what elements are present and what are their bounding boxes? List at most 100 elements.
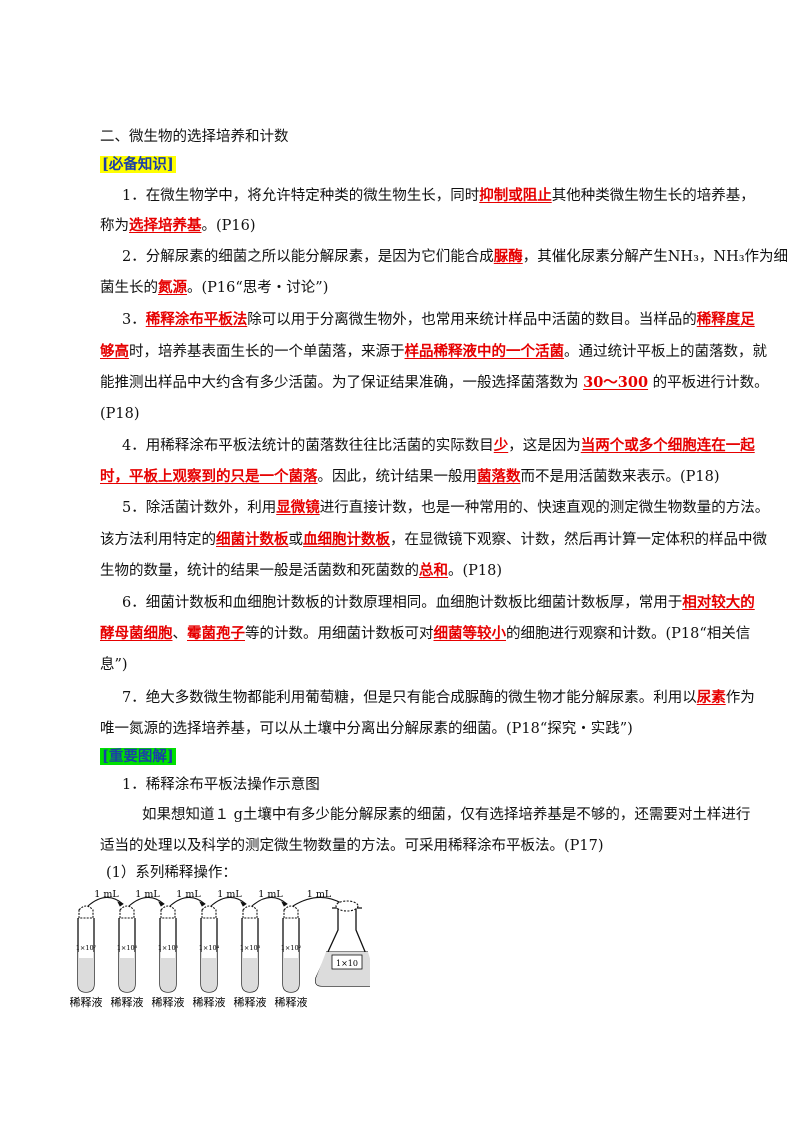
keyword: 30～300 (583, 374, 649, 391)
intro-text: 如果想知道１ g土壤中有多少能分解尿素的细菌，仅有选择培养基是不够的，还需要对土… (142, 807, 751, 823)
serial-dilution-subtitle: (1）系列稀释操作： (106, 863, 237, 883)
arrow-head (240, 901, 247, 907)
item-6-text: 、 (172, 626, 188, 642)
cotton-plug (78, 905, 94, 919)
tube-dilution-label: 1×10² (281, 944, 302, 952)
item-5-text: 。(P18) (448, 563, 503, 579)
arrow-head (281, 901, 288, 907)
transfer-arrow: 1 mL (251, 889, 288, 907)
transfer-volume-label: 1 mL (307, 889, 332, 900)
tube-dilution-label: 1×10³ (240, 944, 261, 952)
item-3-text: 能推测出样品中大约含有多少活菌。为了保证结果准确，一般选择菌落数为 (100, 375, 579, 391)
item-2-line-2: 菌生长的氮源。(P16“思考・讨论”) (100, 278, 328, 298)
keyword: 细菌计数板 (216, 531, 289, 548)
item-5-text: 或 (288, 532, 304, 548)
keyword: 菌落数 (477, 468, 521, 485)
item-3-line-1: 3．稀释涂布平板法除可以用于分离微生物外，也常用来统计样品中活菌的数目。当样品的… (122, 310, 755, 330)
transfer-arrow: 1 mL (169, 889, 206, 907)
keyword: 当两个或多个细胞连在一起 (580, 437, 755, 454)
tube-label-box (79, 938, 93, 958)
keyword: 霉菌孢子 (187, 625, 245, 642)
item-6-line-2: 酵母菌细胞、霉菌孢子等的计数。用细菌计数板可对细菌等较小的细胞进行观察和计数。(… (100, 624, 750, 644)
item-5-line-2: 该方法利用特定的细菌计数板或血细胞计数板，在显微镜下观察、计数，然后再计算一定体… (100, 530, 767, 550)
tube-dilution-label: 1×10⁵ (158, 944, 179, 952)
keyword: 少 (493, 437, 509, 454)
item-1-text: 1．在微生物学中，将允许特定种类的微生物生长，同时 (122, 188, 480, 204)
keyword: 稀释度足 (696, 311, 755, 328)
item-3-text: 时，培养基表面生长的一个单菌落，来源于 (129, 344, 405, 360)
item-2-line-1: 2．分解尿素的细菌之所以能分解尿素，是因为它们能合成脲酶，其催化尿素分解产生NH… (122, 247, 788, 267)
keyword: 尿素 (696, 689, 726, 706)
item-2-text: 2．分解尿素的细菌之所以能分解尿素，是因为它们能合成 (122, 249, 494, 265)
transfer-volume-label: 1 mL (135, 889, 160, 900)
arrow-head (199, 901, 206, 907)
tube-liquid (242, 952, 258, 992)
intro-text: 适当的处理以及科学的测定微生物数量的方法。可采用稀释涂布平板法。(P17) (100, 838, 604, 854)
tube-dilution-label: 1×10⁴ (199, 944, 220, 952)
item-3-number: 3． (122, 312, 146, 328)
item-6-line-3: 息”) (100, 655, 128, 675)
transfer-arrow: 1 mL (87, 889, 124, 907)
test-tube: 1×10² 稀释液 (275, 905, 308, 1009)
keyword: 脲酶 (493, 248, 523, 265)
keyword: 相对较大的 (682, 594, 755, 611)
item-6-text: 息”) (100, 657, 128, 673)
item-2-text: ，其催化尿素分解产生NH₃，NH₃作为细 (522, 249, 789, 265)
keyword: 选择培养基 (129, 217, 202, 234)
flask: 1×10 (314, 900, 370, 987)
tube-liquid (119, 952, 135, 992)
transfer-volume-label: 1 mL (176, 889, 201, 900)
transfer-volume-label: 1 mL (94, 889, 119, 900)
tube-label-box (202, 938, 216, 958)
transfer-volume-label: 1 mL (258, 889, 283, 900)
test-tube: 1×10⁶ 稀释液 (111, 905, 144, 1009)
cotton-plug (242, 905, 258, 919)
keyword: 显微镜 (276, 499, 320, 516)
keyword: 够高 (100, 343, 129, 360)
serial-dilution-diagram: 1 mL 1 mL 1 mL 1 mL 1 mL 1 mL 1×10⁷ 稀释液 1×10⁶ 稀释… (70, 889, 370, 1009)
tube-label-box (120, 938, 134, 958)
tube-liquid (160, 952, 176, 992)
item-4-text: 。因此，统计结果一般用 (317, 469, 478, 485)
item-3-line-2: 够高时，培养基表面生长的一个单菌落，来源于样品稀释液中的一个活菌。通过统计平板上… (100, 342, 767, 362)
test-tube: 1×10⁷ 稀释液 (70, 905, 103, 1009)
item-7-line-1: 7．绝大多数微生物都能利用葡萄糖，但是只有能合成脲酶的微生物才能分解尿素。利用以… (122, 688, 755, 708)
required-knowledge-tag: [必备知识] (100, 155, 176, 175)
item-1-text: 其他种类微生物生长的培养基， (551, 188, 755, 204)
item-7-line-2: 唯一氮源的选择培养基，可以从土壤中分离出分解尿素的细菌。(P18“探究・实践”) (100, 719, 633, 739)
tube-caption: 稀释液 (70, 995, 103, 1009)
item-5-text: ，在显微镜下观察、计数，然后再计算一定体积的样品中微 (390, 532, 767, 548)
keyword: 氮源 (158, 279, 187, 296)
intro-line-1: 如果想知道１ g土壤中有多少能分解尿素的细菌，仅有选择培养基是不够的，还需要对土… (142, 805, 750, 825)
item-1-text: 称为 (100, 218, 129, 234)
item-3-line-4: (P18) (100, 404, 140, 424)
item-7-text: 唯一氮源的选择培养基，可以从土壤中分离出分解尿素的细菌。(P18“探究・实践”) (100, 721, 633, 737)
transfer-arrow: 1 mL (210, 889, 247, 907)
item-5-text: 该方法利用特定的 (100, 532, 216, 548)
item-5-text: 5．除活菌计数外，利用 (122, 500, 277, 516)
cotton-plug (283, 905, 299, 919)
keyword: 稀释涂布平板法 (145, 311, 248, 328)
item-3-text: 。通过统计平板上的菌落数，就 (564, 344, 767, 360)
tube-label-box (284, 938, 298, 958)
item-4-line-2: 时，平板上观察到的只是一个菌落。因此，统计结果一般用菌落数而不是用活菌数来表示。… (100, 467, 720, 487)
item-6-text: 等的计数。用细菌计数板可对 (245, 626, 434, 642)
item-3-text: 的平板进行计数。 (652, 375, 769, 391)
section-heading: 二、微生物的选择培养和计数 (100, 127, 289, 147)
keyword: 酵母菌细胞 (100, 625, 173, 642)
serial-dilution-subtitle-text: (1）系列稀释操作： (106, 865, 237, 881)
item-6-text: 6．细菌计数板和血细胞计数板的计数原理相同。血细胞计数板比细菌计数板厚，常用于 (122, 595, 683, 611)
diagram-section-title: 1．稀释涂布平板法操作示意图 (122, 775, 320, 795)
item-1-text: 。(P16) (201, 218, 256, 234)
tube-liquid (283, 952, 299, 992)
item-2-text: 菌生长的 (100, 280, 158, 296)
cotton-plug (201, 905, 217, 919)
diagram-section-title-text: 1．稀释涂布平板法操作示意图 (122, 777, 320, 793)
arrow-head (117, 901, 124, 907)
transfer-volume-label: 1 mL (217, 889, 242, 900)
keyword: 样品稀释液中的一个活菌 (404, 343, 565, 360)
item-4-text: 4．用稀释涂布平板法统计的菌落数往往比活菌的实际数目 (122, 438, 494, 454)
transfer-arrow: 1 mL (292, 889, 344, 907)
tube-dilution-label: 1×10⁶ (117, 944, 138, 952)
